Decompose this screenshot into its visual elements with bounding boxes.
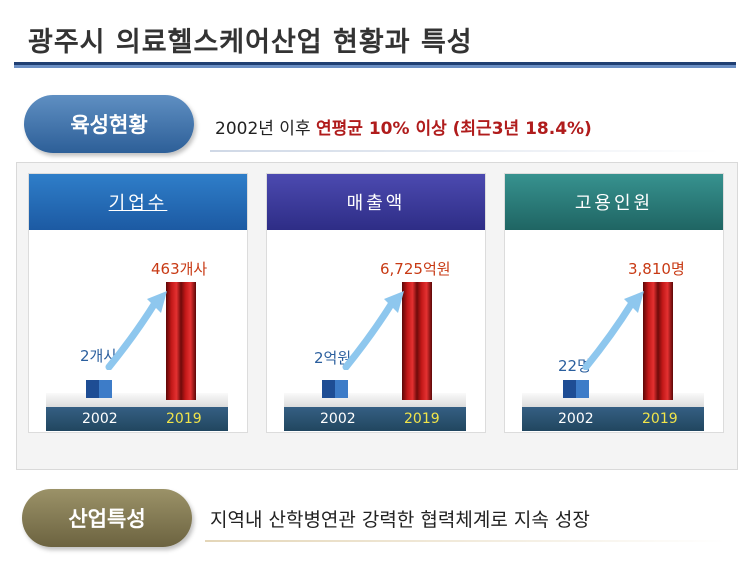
card-companies: 기업수 — [28, 173, 248, 433]
card-revenue-base: 2002 2019 — [284, 407, 466, 431]
card-revenue-bar-2019 — [402, 282, 432, 400]
page-title: 광주시 의료헬스케어산업 현황과 특성 — [28, 27, 473, 58]
card-employment-end-year: 2019 — [642, 411, 678, 427]
title-underline-accent — [14, 65, 736, 68]
card-employment-start-year: 2002 — [558, 411, 594, 427]
card-companies-base: 2002 2019 — [46, 407, 228, 431]
card-revenue-platform — [284, 393, 466, 407]
growth-arrow-icon — [582, 291, 644, 370]
card-companies-end-year: 2019 — [166, 411, 202, 427]
card-companies-title: 기업수 — [108, 193, 168, 214]
growth-summary-highlight: 연평균 10% 이상 (최근3년 18.4%) — [316, 119, 592, 139]
card-employment-start-value: 22명 — [558, 357, 591, 375]
card-revenue-start-year: 2002 — [320, 411, 356, 427]
card-revenue-start-value: 2억원 — [314, 349, 352, 367]
title-underline — [14, 62, 736, 65]
growth-summary-prefix: 2002년 이후 — [215, 119, 316, 139]
features-divider — [205, 540, 725, 542]
card-employment-bar-2002 — [563, 380, 589, 398]
card-revenue-bar-2002 — [322, 380, 348, 398]
card-companies-start-year: 2002 — [82, 411, 118, 427]
card-revenue-title: 매출액 — [346, 193, 406, 214]
card-employment: 고용인원 — [504, 173, 724, 433]
card-employment-bar-2019 — [643, 282, 673, 400]
growth-status-pill: 육성현황 — [24, 95, 194, 153]
card-companies-platform — [46, 393, 228, 407]
card-employment-title: 고용인원 — [574, 193, 654, 214]
title-bar: 광주시 의료헬스케어산업 현황과 특성 — [14, 6, 736, 68]
growth-summary: 2002년 이후 연평균 10% 이상 (최근3년 18.4%) — [215, 114, 592, 139]
card-companies-bar-2019 — [166, 282, 196, 400]
growth-arrow-icon — [105, 291, 167, 370]
card-companies-end-value: 463개사 — [151, 260, 208, 278]
card-employment-end-value: 3,810명 — [628, 260, 685, 278]
industry-features-text: 지역내 산학병연관 강력한 협력체계로 지속 성장 — [210, 509, 590, 531]
card-revenue-end-value: 6,725억원 — [380, 260, 451, 278]
card-revenue-header: 매출액 — [267, 174, 485, 230]
card-employment-platform — [522, 393, 704, 407]
card-companies-bar-2002 — [86, 380, 112, 398]
growth-arrow-icon — [342, 291, 404, 370]
summary-divider — [210, 150, 720, 152]
card-companies-start-value: 2개사 — [80, 347, 118, 365]
card-employment-base: 2002 2019 — [522, 407, 704, 431]
industry-features-pill: 산업특성 — [22, 489, 192, 547]
card-employment-header: 고용인원 — [505, 174, 723, 230]
card-revenue: 매출액 — [266, 173, 486, 433]
card-companies-header: 기업수 — [29, 174, 247, 230]
card-revenue-end-year: 2019 — [404, 411, 440, 427]
